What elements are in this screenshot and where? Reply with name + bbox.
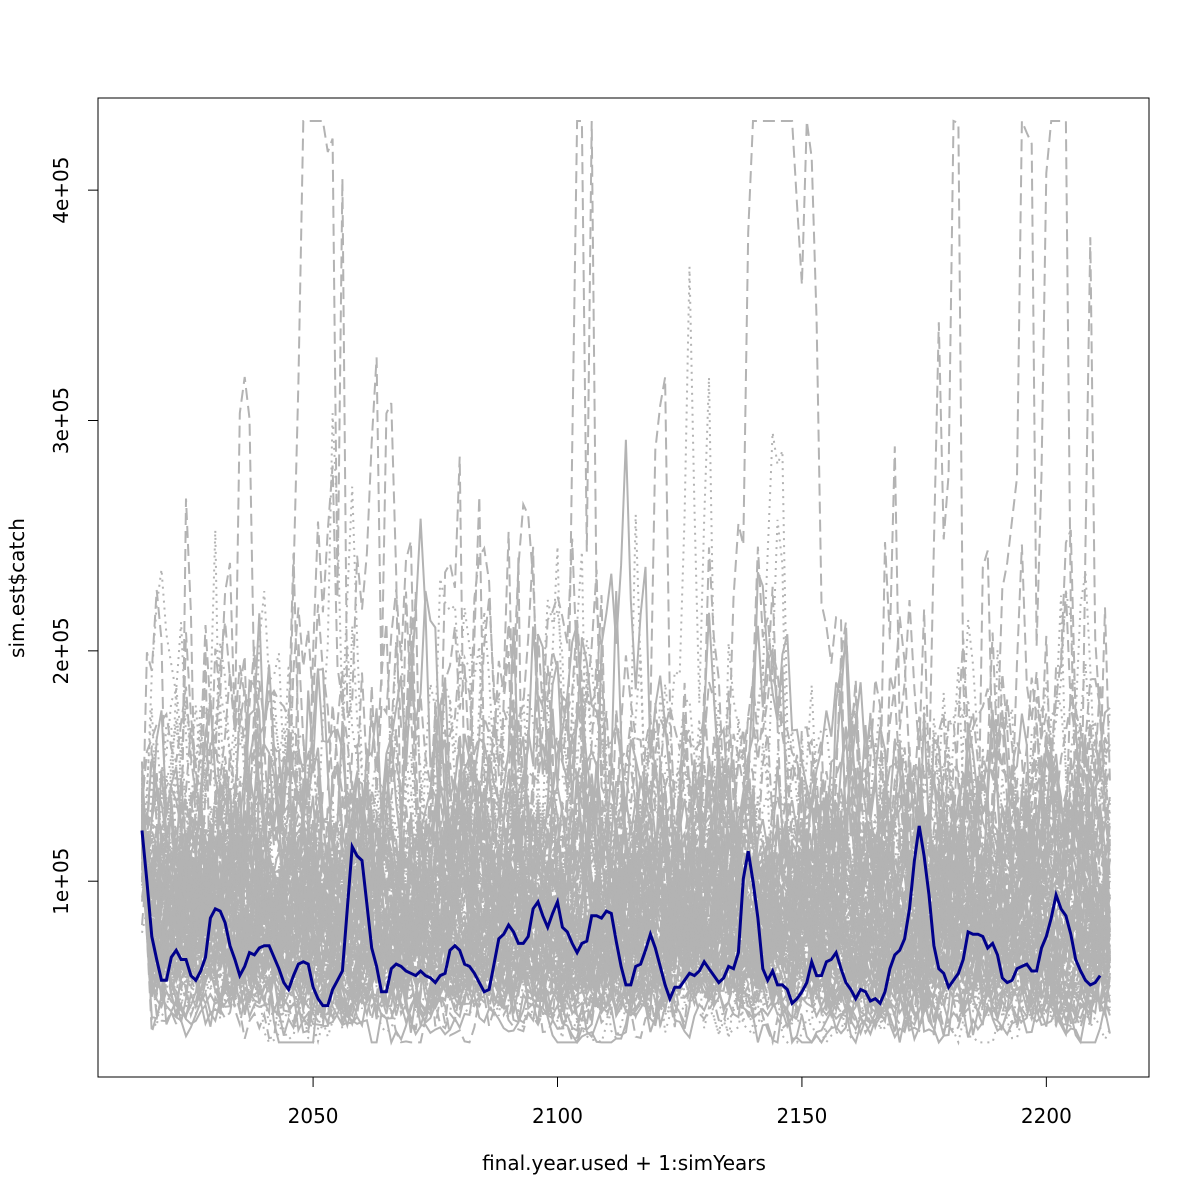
y-tick-label: 1e+05: [49, 848, 73, 915]
y-tick-label: 3e+05: [49, 387, 73, 454]
simulation-line: [141, 720, 1111, 981]
x-axis-title: final.year.used + 1:simYears: [482, 1151, 766, 1175]
simulation-line: [141, 667, 1111, 1012]
simulation-line: [141, 611, 1111, 985]
simulation-line: [141, 817, 1111, 1025]
simulation-line: [141, 738, 1111, 1045]
x-tick-label: 2100: [532, 1104, 583, 1128]
y-axis: 1e+05 2e+05 3e+05 4e+05: [49, 157, 99, 915]
simulation-line: [141, 619, 1111, 1010]
simulation-line: [141, 843, 1111, 1045]
simulation-line: [141, 654, 1111, 1018]
x-tick-label: 2150: [776, 1104, 827, 1128]
highlight-series-line: [140, 825, 1102, 1008]
simulation-line: [141, 848, 1111, 1046]
x-tick-label: 2200: [1021, 1104, 1072, 1128]
simulation-line: [141, 604, 1111, 1011]
x-axis: 2050 2100 2150 2200: [288, 1076, 1072, 1128]
simulation-line: [141, 547, 1111, 999]
x-tick-label: 2050: [288, 1104, 339, 1128]
highlight-series-group: [140, 825, 1102, 1008]
simulation-line: [141, 747, 1111, 1025]
simulation-line: [141, 741, 1111, 1039]
simulation-line: [141, 439, 1111, 1011]
y-axis-title: sim.est$catch: [5, 518, 29, 658]
y-tick-label: 2e+05: [49, 617, 73, 684]
simulation-line: [141, 704, 1111, 1025]
simulation-lines: [141, 119, 1111, 1046]
y-tick-label: 4e+05: [49, 157, 73, 224]
